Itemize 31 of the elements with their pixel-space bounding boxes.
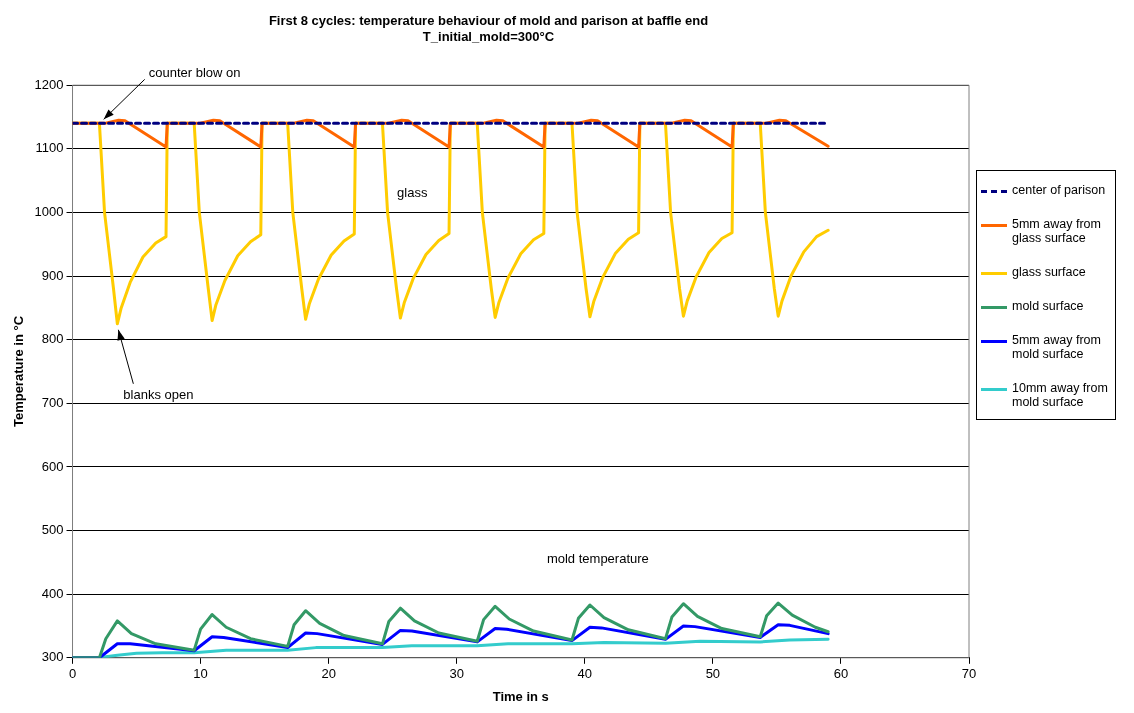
x-axis-title: Time in s — [492, 688, 549, 704]
y-tick-label: 300 — [41, 649, 64, 665]
y-tick-label: 1000 — [34, 204, 64, 220]
legend-label: glass surface — [1012, 265, 1086, 279]
legend-label: center of parison — [1012, 183, 1106, 197]
x-tick-label: 60 — [833, 666, 849, 682]
annotation: blanks open — [123, 387, 194, 403]
y-tick-label: 1100 — [35, 140, 64, 156]
x-tick-label: 20 — [321, 666, 336, 682]
legend-label: 10mm away from mold surface — [1012, 381, 1109, 409]
x-tick-label: 50 — [705, 666, 721, 682]
y-axis-title: Temperature in °C — [11, 315, 27, 428]
chart-title: First 8 cycles: temperature behaviour of mold and parison at baffle end T_initial_mold=300°C — [268, 13, 709, 44]
legend-label: mold surface — [1012, 299, 1084, 313]
y-tick-label: 600 — [41, 458, 64, 474]
x-tick-label: 70 — [961, 666, 977, 682]
legend-label: 5mm away from glass surface — [1012, 217, 1102, 245]
legend-label: 5mm away from mold surface — [1012, 333, 1102, 361]
x-tick-label: 0 — [68, 666, 77, 682]
annotation: counter blow on — [148, 64, 241, 80]
x-tick-label: 30 — [449, 666, 464, 682]
y-tick-label: 800 — [41, 331, 64, 347]
y-tick-label: 400 — [41, 585, 64, 601]
annotation: glass — [397, 185, 428, 200]
x-tick-label: 40 — [577, 666, 593, 682]
annotation: mold temperature — [546, 550, 649, 566]
y-tick-label: 700 — [41, 394, 64, 410]
y-tick-label: 500 — [41, 522, 64, 538]
y-tick-label: 900 — [41, 267, 64, 283]
x-tick-label: 10 — [193, 666, 208, 682]
y-tick-label: 1200 — [34, 76, 64, 92]
